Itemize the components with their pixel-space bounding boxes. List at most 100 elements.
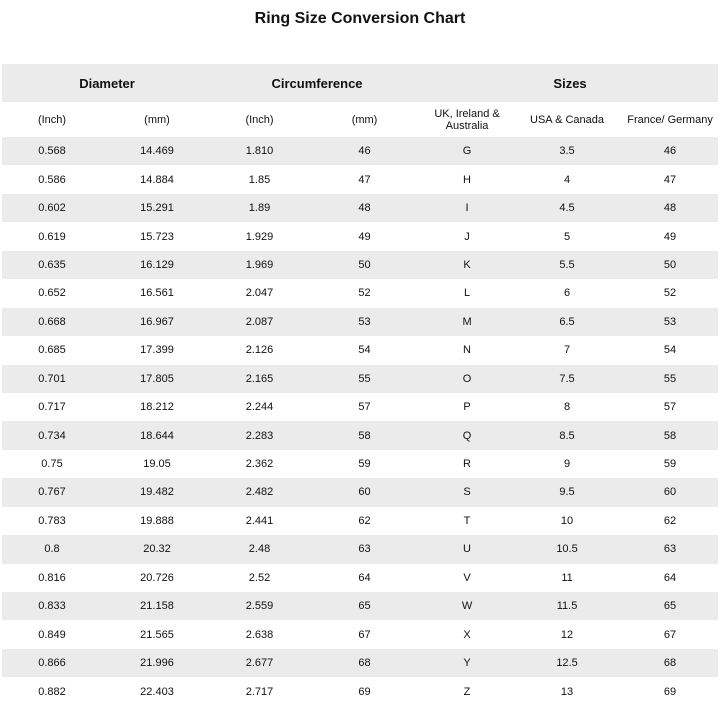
table-cell: 1.89	[212, 193, 308, 223]
table-cell: 53	[622, 307, 719, 337]
column-header: UK, Ireland & Australia	[434, 107, 500, 132]
table-cell: 1.810	[212, 137, 308, 166]
group-header-diameter: Diameter	[2, 64, 213, 102]
table-cell: S	[422, 478, 513, 507]
table-cell: 17.399	[140, 344, 174, 357]
table-cell: 2.48	[212, 535, 308, 564]
table-cell: G	[422, 137, 513, 166]
group-header-circumference: Circumference	[212, 64, 423, 102]
table-cell: 54	[663, 344, 677, 357]
table-cell: 14.884	[140, 173, 174, 186]
group-header-row: Diameter Circumference Sizes	[2, 64, 719, 102]
table-cell: 65	[307, 592, 423, 621]
table-cell: V	[463, 571, 471, 584]
table-cell: 0.849	[38, 628, 66, 641]
table-cell: 0.568	[2, 137, 102, 166]
table-cell: 58	[622, 421, 719, 450]
table-cell: 3.5	[512, 137, 623, 166]
table-cell: 69	[663, 685, 677, 698]
table-row: 0.75 19.05 2.362 59 R 9 59	[2, 450, 718, 478]
table-cell: 12	[560, 628, 574, 641]
table-cell: 59	[663, 458, 677, 471]
column-header: France/ Germany	[627, 113, 713, 126]
table-cell: 0.767	[2, 478, 102, 507]
table-cell: 2.244	[245, 401, 274, 414]
table-cell: 59	[358, 458, 371, 471]
table-cell: 47	[663, 173, 677, 186]
table-cell: 0.783	[38, 514, 66, 527]
table-cell: 14.469	[102, 137, 213, 166]
table-cell: 21.158	[102, 592, 213, 621]
table-cell: 6	[563, 287, 571, 300]
table-cell: 0.866	[2, 648, 102, 678]
table-row: 0.619 15.723 1.929 49 J 5 49	[2, 222, 718, 250]
table-cell: 65	[622, 592, 719, 621]
table-cell: 0.602	[2, 193, 102, 223]
table-cell: 0.635	[2, 250, 102, 280]
column-header: (Inch)	[245, 113, 274, 126]
table-row: 0.734 18.644 2.283 58 Q 8.5 58	[2, 421, 719, 450]
table-cell: K	[422, 250, 513, 280]
table-cell: 46	[622, 137, 719, 166]
table-row: 0.833 21.158 2.559 65 W 11.5 65	[2, 592, 719, 621]
column-header: (mm)	[144, 113, 170, 126]
table-cell: 0.619	[38, 230, 66, 243]
table-cell: 50	[622, 250, 719, 280]
table-cell: 52	[358, 287, 371, 300]
table-cell: 64	[358, 571, 371, 584]
table-cell: 62	[358, 514, 371, 527]
table-row: 0.767 19.482 2.482 60 S 9.5 60	[2, 478, 719, 507]
table-row: 0.717 18.212 2.244 57 P 8 57	[2, 393, 718, 421]
table-cell: I	[422, 193, 513, 223]
table-row: 0.8 20.32 2.48 63 U 10.5 63	[2, 535, 719, 564]
column-header-row: (Inch) (mm) (Inch) (mm) UK, Ireland & Austra…	[2, 102, 718, 137]
table-cell: 49	[663, 230, 677, 243]
table-cell: W	[422, 592, 513, 621]
table-cell: 15.291	[102, 193, 213, 223]
table-cell: 17.805	[102, 364, 213, 393]
table-cell: 10.5	[512, 535, 623, 564]
table-cell: 19.482	[102, 478, 213, 507]
column-header: (Inch)	[37, 113, 67, 126]
table-cell: 0.75	[41, 458, 63, 471]
table-cell: 67	[663, 628, 677, 641]
table-cell: 64	[663, 571, 677, 584]
table-cell: 0.668	[2, 307, 102, 337]
table-row: 0.866 21.996 2.677 68 Y 12.5 68	[2, 648, 719, 678]
table-cell: 63	[622, 535, 719, 564]
table-cell: 0.833	[2, 592, 102, 621]
table-cell: 63	[307, 535, 423, 564]
table-cell: M	[422, 307, 513, 337]
table-cell: 2.362	[245, 458, 274, 471]
table-row: 0.783 19.888 2.441 62 T 10 62	[2, 507, 718, 535]
table-cell: 16.967	[102, 307, 213, 337]
table-cell: 52	[663, 287, 677, 300]
table-cell: 2.087	[212, 307, 308, 337]
table-cell: 10	[560, 514, 574, 527]
table-cell: 2.482	[212, 478, 308, 507]
column-header: USA & Canada	[530, 113, 605, 126]
table-cell: 60	[622, 478, 719, 507]
table-cell: 19.888	[140, 514, 174, 527]
table-cell: 68	[307, 648, 423, 678]
table-cell: 2.165	[212, 364, 308, 393]
table-row: 0.816 20.726 2.52 64 V 11 64	[2, 564, 718, 592]
table-cell: 2.441	[245, 514, 274, 527]
table-cell: 58	[307, 421, 423, 450]
table-cell: 9	[563, 458, 571, 471]
table-cell: 0.734	[2, 421, 102, 450]
table-cell: 7.5	[512, 364, 623, 393]
table-cell: 49	[358, 230, 371, 243]
table-cell: 5.5	[512, 250, 623, 280]
table-cell: 0.586	[38, 173, 66, 186]
table-cell: 2.047	[245, 287, 274, 300]
table-cell: 18.644	[102, 421, 213, 450]
table-cell: 13	[560, 685, 574, 698]
table-cell: 11.5	[512, 592, 623, 621]
table-cell: 2.677	[212, 648, 308, 678]
table-row: 0.652 16.561 2.047 52 L 6 52	[2, 279, 718, 307]
table-cell: 50	[307, 250, 423, 280]
table-cell: T	[463, 514, 471, 527]
table-row: 0.882 22.403 2.717 69 Z 13 69	[2, 677, 718, 705]
table-cell: 16.561	[140, 287, 174, 300]
